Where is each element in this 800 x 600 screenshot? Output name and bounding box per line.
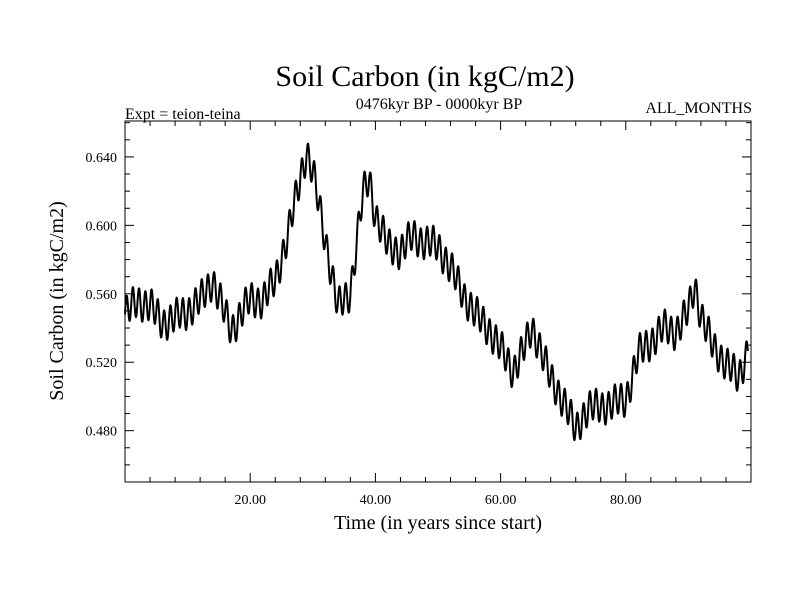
x-axis-label: Time (in years since start)	[334, 512, 542, 534]
y-tick-label: 0.480	[86, 425, 118, 440]
y-tick-label: 0.640	[86, 151, 118, 166]
series-layer	[124, 142, 749, 442]
x-tick-label: 40.00	[360, 493, 392, 508]
x-tick-label: 80.00	[610, 493, 642, 508]
y-tick-label: 0.520	[86, 356, 118, 371]
x-tick-label: 60.00	[485, 493, 517, 508]
experiment-label: Expt = teion-teina	[125, 106, 241, 123]
chart-title: Soil Carbon (in kgC/m2)	[275, 60, 574, 93]
series-line	[124, 142, 749, 442]
x-tick-label: 20.00	[234, 493, 266, 508]
y-tick-label: 0.560	[86, 288, 118, 303]
x-axis: 20.00 40.00 60.00 80.00	[149, 121, 727, 508]
months-label: ALL_MONTHS	[645, 100, 752, 117]
chart-subtitle: 0476kyr BP - 0000kyr BP	[356, 96, 523, 113]
y-axis: 0.480 0.520 0.560 0.600 0.640	[86, 122, 751, 483]
y-tick-label: 0.600	[86, 219, 118, 234]
y-axis-label: Soil Carbon (in kgC/m2)	[46, 201, 68, 400]
